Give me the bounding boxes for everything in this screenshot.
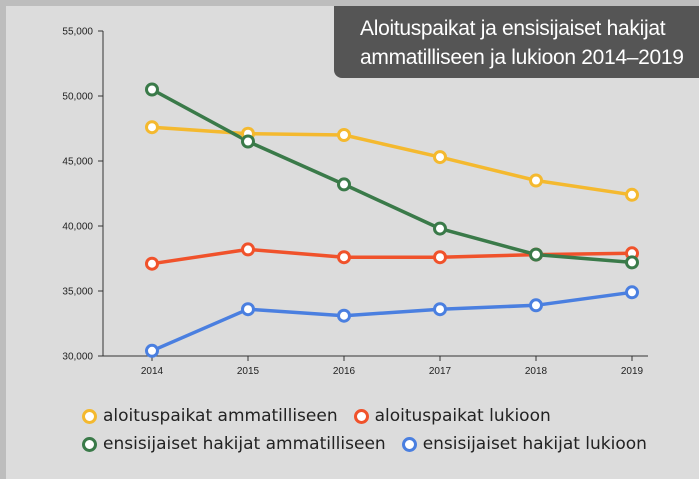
legend-row-2: ensisijaiset hakijat ammatilliseen ensis… [82, 430, 682, 458]
data-point [145, 120, 159, 135]
data-point [433, 302, 447, 317]
y-tick-label: 40,000 [62, 222, 93, 233]
data-point [625, 187, 639, 202]
data-point [529, 247, 543, 262]
data-point [433, 250, 447, 265]
y-tick-label: 35,000 [62, 287, 93, 298]
legend-label: aloituspaikat lukioon [374, 406, 551, 426]
legend-marker-icon [353, 408, 369, 424]
y-tick-label: 45,000 [62, 157, 93, 168]
legend-item-ensisijaiset-lukioon: ensisijaiset hakijat lukioon [401, 434, 647, 454]
x-tick-label: 2016 [333, 366, 356, 377]
data-point [529, 298, 543, 313]
chart-panel [6, 6, 699, 479]
data-point [145, 256, 159, 271]
data-point [241, 242, 255, 257]
legend-item-aloituspaikat-ammatilliseen: aloituspaikat ammatilliseen [82, 406, 338, 426]
data-point [625, 285, 639, 300]
series-points [145, 82, 639, 358]
data-point [529, 173, 543, 188]
legend-label: ensisijaiset hakijat ammatilliseen [103, 434, 386, 454]
series-line [150, 87, 634, 265]
series-lines [150, 87, 634, 353]
legend-label: aloituspaikat ammatilliseen [103, 406, 338, 426]
legend: aloituspaikat ammatilliseen aloituspaika… [82, 402, 682, 458]
legend-row-1: aloituspaikat ammatilliseen aloituspaika… [82, 402, 682, 430]
x-tick-label: 2018 [525, 366, 548, 377]
chart-title-line-2: ammatilliseen ja lukioon 2014–2019 [360, 46, 684, 69]
data-point [337, 177, 351, 192]
legend-marker-icon [82, 408, 97, 424]
data-point [337, 128, 351, 142]
x-tick-label: 2015 [237, 366, 260, 377]
x-tick-label: 2019 [621, 366, 644, 377]
chart-title: Aloituspaikat ja ensisijaiset hakijat am… [334, 6, 699, 78]
series-line [150, 125, 634, 197]
legend-label: ensisijaiset hakijat lukioon [422, 434, 647, 454]
data-point [241, 134, 255, 149]
data-point [337, 308, 351, 323]
data-point [241, 302, 255, 317]
legend-marker-icon [401, 436, 417, 452]
legend-item-ensisijaiset-ammatilliseen: ensisijaiset hakijat ammatilliseen [82, 434, 386, 454]
data-point [337, 250, 351, 265]
chart-title-line-1: Aloituspaikat ja ensisijaiset hakijat [360, 17, 666, 40]
legend-marker-icon [82, 436, 97, 452]
data-point [433, 150, 447, 165]
legend-item-aloituspaikat-lukioon: aloituspaikat lukioon [353, 406, 551, 426]
y-tick-label: 50,000 [62, 92, 93, 103]
data-point [145, 82, 159, 97]
series-line [150, 290, 634, 353]
x-tick-label: 2014 [141, 366, 164, 377]
axes: 30,000 35,000 40,000 45,000 50,000 55,000 2014… [62, 27, 648, 377]
data-point [625, 255, 639, 270]
data-point [145, 343, 159, 358]
y-tick-label: 30,000 [62, 352, 93, 363]
data-point [433, 221, 447, 236]
y-tick-label: 55,000 [62, 27, 93, 38]
x-tick-label: 2017 [429, 366, 452, 377]
